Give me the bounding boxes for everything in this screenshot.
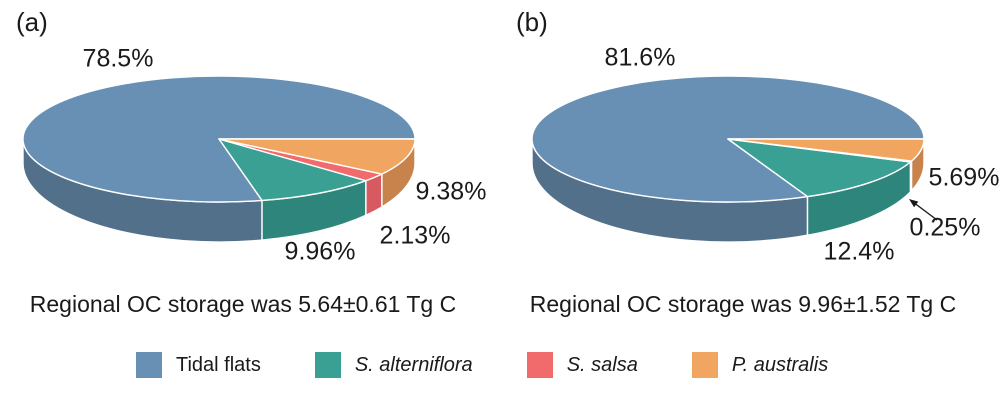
caption-b: Regional OC storage was 9.96±1.52 Tg C: [529, 291, 957, 317]
annotation-arrowhead-icon: [909, 199, 919, 208]
pie-slice-top-s-alterniflora: [727, 138, 912, 198]
pie-slice-top-s-alterniflora: [218, 138, 367, 202]
pie-slice-top-p-australis: [218, 138, 416, 175]
pie-slice-top-tidal-flats: [22, 75, 416, 203]
caption-a: Regional OC storage was 5.64±0.61 Tg C: [29, 291, 457, 317]
tidal-flats-swatch-icon: [136, 352, 162, 378]
legend-item-p-australis: P. australis: [691, 352, 829, 378]
s-salsa-swatch-icon: [526, 352, 553, 378]
pie-chart-a: [22, 75, 416, 243]
legend-item-s-alterniflora: S. alterniflora: [314, 352, 473, 378]
legend-label-p-australis: P. australis: [731, 353, 829, 376]
panel-b-label: (b): [516, 7, 548, 37]
legend-label-s-alterniflora: S. alterniflora: [354, 353, 473, 376]
pie-chart-b: [531, 75, 938, 243]
panel-b: (b) 81.6% 12.4% 0.25% 5.69% Regional OC sto…: [500, 0, 1000, 340]
legend: Tidal flats S. alterniflora S. salsa P. …: [136, 352, 828, 378]
s-alterniflora-swatch-icon: [314, 352, 341, 378]
legend-label-s-salsa: S. salsa: [566, 353, 638, 376]
legend-label-tidal-flats: Tidal flats: [176, 353, 261, 376]
panel-a-label: (a): [16, 7, 48, 37]
panel-a: (a) 78.5% 9.96% 2.13% 9.38% Regional OC sto…: [0, 0, 500, 340]
pie-slice-top-p-australis: [727, 138, 925, 162]
p-australis-swatch-icon: [691, 352, 718, 378]
legend-item-s-salsa: S. salsa: [526, 352, 638, 378]
legend-item-tidal-flats: Tidal flats: [136, 352, 261, 378]
annotation-arrow-line: [912, 201, 938, 221]
